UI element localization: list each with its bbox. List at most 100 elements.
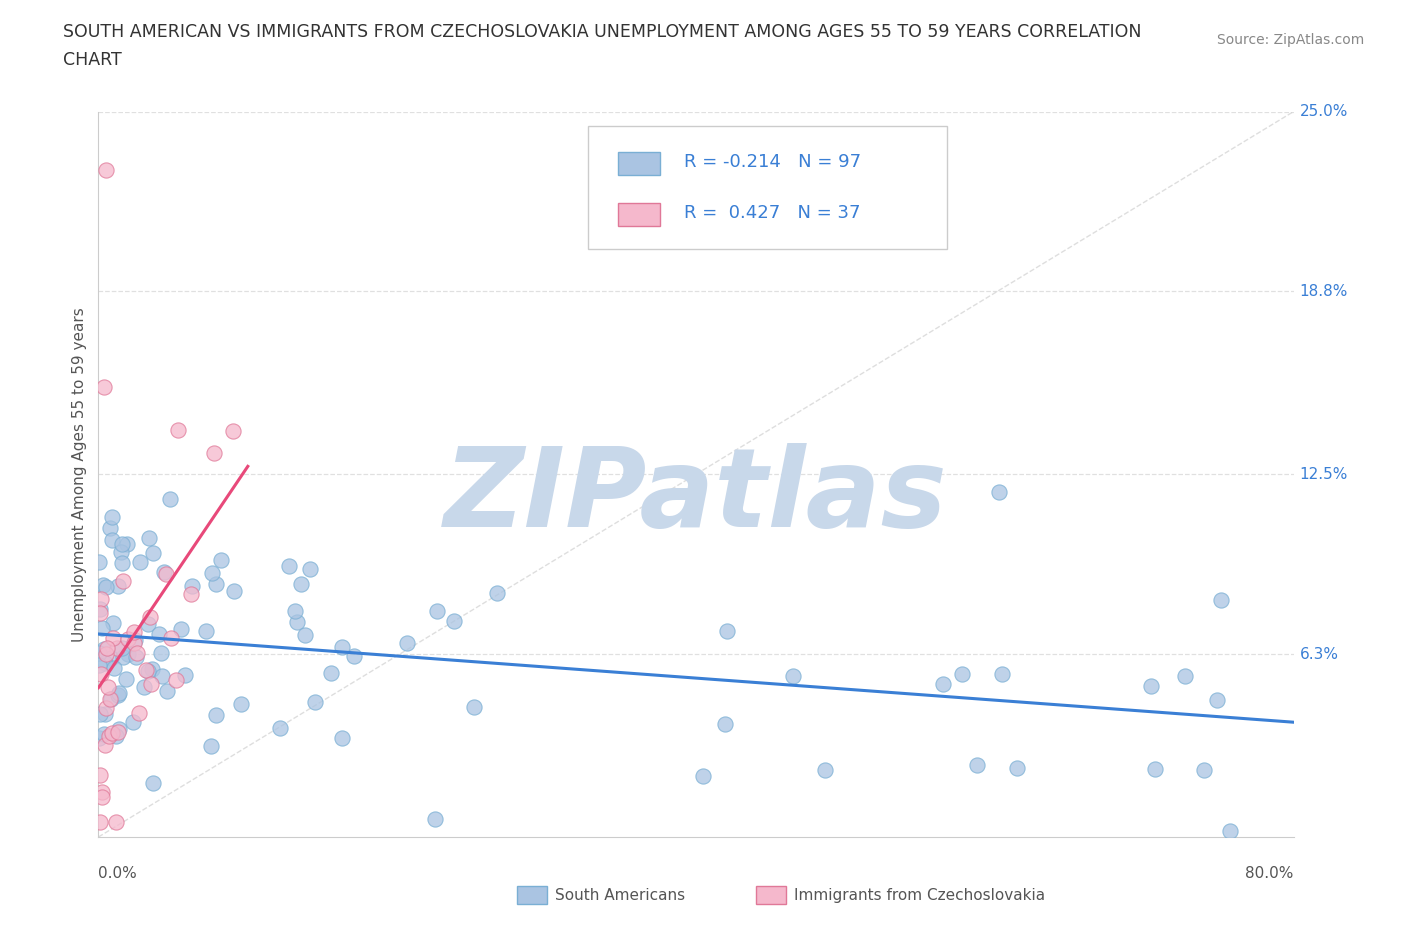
- Point: [132, 680, 155, 695]
- Point: [169, 621, 191, 636]
- Point: [108, 722, 131, 737]
- Point: [200, 738, 222, 753]
- Point: [159, 492, 181, 507]
- Point: [90, 620, 112, 635]
- Point: [122, 625, 145, 640]
- Point: [100, 510, 122, 525]
- Point: [98, 520, 121, 535]
- Point: [112, 649, 135, 664]
- Point: [91, 578, 114, 592]
- Point: [91, 784, 114, 799]
- Point: [180, 586, 202, 601]
- Point: [125, 646, 148, 661]
- Point: [111, 555, 134, 570]
- Point: [139, 676, 162, 691]
- Point: [105, 641, 128, 656]
- Point: [89, 605, 111, 620]
- Point: [396, 636, 419, 651]
- Point: [1143, 762, 1166, 777]
- Point: [269, 721, 291, 736]
- Point: [222, 423, 245, 438]
- Point: [714, 717, 737, 732]
- Point: [463, 700, 485, 715]
- Point: [284, 604, 307, 618]
- Point: [814, 763, 837, 777]
- Point: [94, 162, 117, 177]
- Point: [139, 609, 162, 624]
- Point: [94, 579, 117, 594]
- Point: [166, 422, 188, 437]
- Point: [89, 731, 111, 746]
- Point: [142, 545, 165, 560]
- Point: [209, 552, 232, 567]
- Text: 18.8%: 18.8%: [1299, 284, 1348, 299]
- Point: [330, 730, 353, 745]
- Point: [93, 707, 115, 722]
- Point: [135, 663, 157, 678]
- Point: [93, 642, 115, 657]
- Point: [443, 613, 465, 628]
- Point: [485, 586, 508, 601]
- Point: [111, 641, 134, 656]
- Point: [285, 615, 308, 630]
- Point: [91, 790, 114, 804]
- Point: [205, 577, 228, 591]
- FancyBboxPatch shape: [619, 153, 661, 176]
- Point: [129, 554, 152, 569]
- Point: [142, 776, 165, 790]
- Point: [89, 658, 111, 672]
- Point: [122, 635, 145, 650]
- Text: South Americans: South Americans: [555, 887, 685, 902]
- Text: SOUTH AMERICAN VS IMMIGRANTS FROM CZECHOSLOVAKIA UNEMPLOYMENT AMONG AGES 55 TO 5: SOUTH AMERICAN VS IMMIGRANTS FROM CZECHO…: [63, 23, 1142, 41]
- Point: [224, 583, 246, 598]
- Point: [105, 815, 128, 830]
- Point: [298, 562, 321, 577]
- Point: [932, 677, 955, 692]
- Point: [150, 645, 173, 660]
- Point: [1206, 693, 1229, 708]
- Point: [156, 684, 179, 698]
- Point: [107, 685, 129, 700]
- Point: [966, 757, 988, 772]
- Point: [104, 728, 127, 743]
- Point: [1192, 762, 1215, 777]
- Point: [173, 667, 195, 682]
- Point: [138, 531, 160, 546]
- Point: [204, 708, 226, 723]
- Y-axis label: Unemployment Among Ages 55 to 59 years: Unemployment Among Ages 55 to 59 years: [72, 307, 87, 642]
- Point: [950, 667, 973, 682]
- Point: [141, 661, 163, 676]
- Point: [94, 647, 117, 662]
- Point: [343, 648, 366, 663]
- Point: [107, 578, 129, 593]
- Point: [98, 692, 121, 707]
- Text: ZIPatlas: ZIPatlas: [444, 443, 948, 550]
- Text: Immigrants from Czechoslovakia: Immigrants from Czechoslovakia: [794, 887, 1045, 902]
- Point: [94, 700, 117, 715]
- Text: Source: ZipAtlas.com: Source: ZipAtlas.com: [1216, 33, 1364, 46]
- Point: [89, 645, 111, 660]
- Point: [425, 812, 447, 827]
- FancyBboxPatch shape: [619, 203, 661, 226]
- Point: [117, 646, 139, 661]
- Point: [107, 687, 129, 702]
- Point: [89, 707, 111, 722]
- Point: [93, 379, 115, 394]
- Text: 80.0%: 80.0%: [1246, 866, 1294, 881]
- Text: 0.0%: 0.0%: [98, 866, 138, 881]
- Point: [987, 485, 1010, 499]
- Text: 6.3%: 6.3%: [1299, 646, 1339, 662]
- Point: [294, 628, 316, 643]
- Point: [124, 633, 146, 648]
- Point: [103, 660, 125, 675]
- Point: [100, 725, 122, 740]
- Point: [111, 573, 134, 588]
- Point: [202, 445, 225, 460]
- Point: [195, 624, 218, 639]
- Point: [101, 533, 124, 548]
- Point: [100, 692, 122, 707]
- Point: [290, 577, 312, 591]
- Point: [330, 640, 353, 655]
- Point: [89, 602, 111, 617]
- Point: [155, 566, 177, 581]
